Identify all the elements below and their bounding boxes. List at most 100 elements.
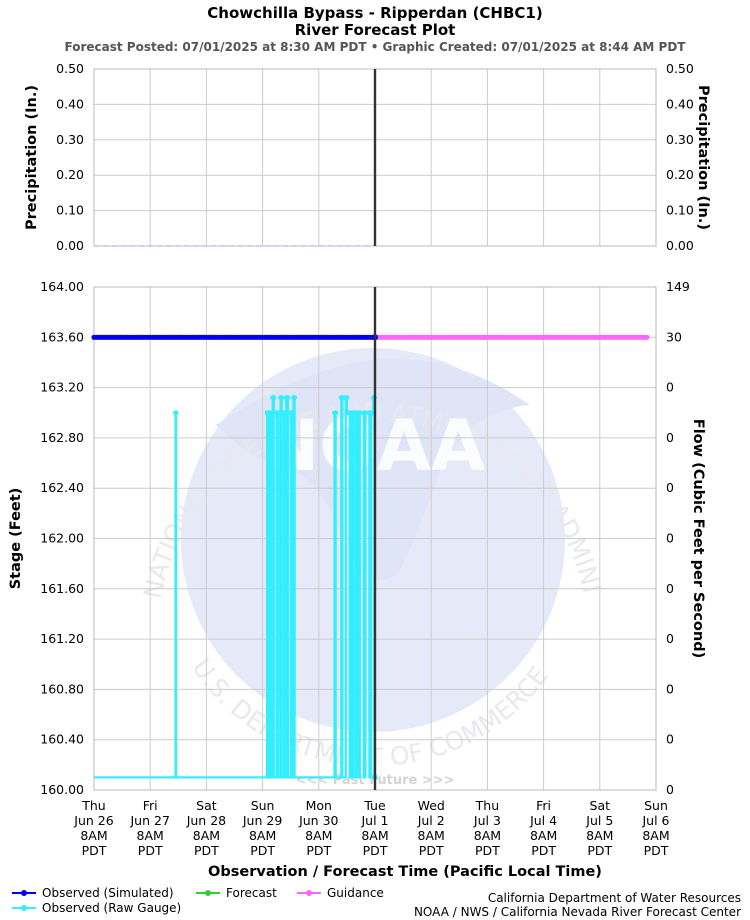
legend-label-observed-simulated: Observed (Simulated) (42, 886, 174, 900)
stage-ytick-left: 161.60 (40, 581, 84, 596)
precip-ytick-left: 0.00 (56, 238, 84, 253)
xtick-label-6: Wed (418, 798, 445, 813)
xtick-label-3: Sun (251, 798, 275, 813)
xtick-label-2: Sat (196, 798, 217, 813)
stage-ytick-left: 164.00 (40, 279, 84, 294)
precip-ytick-right: 0.50 (666, 61, 694, 76)
xtick-label-4: Mon (306, 798, 332, 813)
xtick-label-6: 8AM (418, 828, 445, 843)
legend-swatch-observed-raw-gauge (12, 903, 36, 913)
flow-ylabel-right: Flow (Cubic Feet per Second) (690, 419, 706, 658)
xtick-label-2: PDT (194, 843, 219, 858)
xtick-label-6: Jul 2 (417, 813, 445, 828)
flow-ytick-right: 0 (666, 480, 674, 495)
xtick-label-1: Fri (143, 798, 158, 813)
precip-ytick-left: 0.50 (56, 61, 84, 76)
x-axis-label: Observation / Forecast Time (Pacific Loc… (208, 864, 602, 880)
raw-gauge-point (340, 395, 345, 401)
xtick-label-8: PDT (531, 843, 556, 858)
raw-gauge-point (282, 410, 288, 416)
xtick-label-0: Thu (81, 798, 105, 813)
xtick-label-5: Jul 1 (360, 813, 388, 828)
legend-item-observed-raw-gauge: Observed (Raw Gauge) (12, 901, 181, 915)
precip-ytick-left: 0.30 (56, 132, 84, 147)
legend-item-observed-simulated: Observed (Simulated) (12, 886, 174, 900)
guidance-point (644, 334, 650, 340)
xtick-label-5: PDT (363, 843, 388, 858)
xtick-label-10: Jul 6 (641, 813, 669, 828)
flow-ytick-right: 149 (666, 279, 690, 294)
raw-gauge-point (279, 395, 285, 401)
xtick-label-9: PDT (587, 843, 612, 858)
credit-dwr: California Department of Water Resources (487, 891, 741, 905)
xtick-label-7: 8AM (474, 828, 501, 843)
xtick-label-4: 8AM (305, 828, 332, 843)
legend-swatch-observed-simulated (12, 888, 36, 898)
xtick-label-6: PDT (419, 843, 444, 858)
precip-ytick-right: 0.30 (666, 132, 694, 147)
flow-ytick-right: 0 (666, 531, 674, 546)
flow-ytick-right: 0 (666, 430, 674, 445)
xtick-label-7: PDT (475, 843, 500, 858)
stage-ytick-left: 162.40 (40, 480, 84, 495)
legend-swatch-forecast (196, 888, 220, 898)
chart-title: Chowchilla Bypass - Ripperdan (CHBC1) (207, 4, 543, 22)
xtick-label-3: Jun 29 (242, 813, 282, 828)
stage-ytick-left: 162.80 (40, 430, 84, 445)
chart-subtitle-river-forecast: River Forecast Plot (294, 21, 456, 39)
precip-ylabel-left: Precipitation (In.) (24, 85, 40, 230)
credit-noaa-cnrfc: NOAA / NWS / California Nevada River For… (413, 905, 741, 919)
xtick-label-7: Thu (475, 798, 499, 813)
raw-gauge-point (268, 410, 274, 416)
xtick-label-5: 8AM (361, 828, 388, 843)
xtick-label-8: Fri (536, 798, 551, 813)
xtick-label-4: PDT (306, 843, 331, 858)
xtick-label-10: PDT (644, 843, 669, 858)
precip-ytick-right: 0.00 (666, 238, 694, 253)
xtick-label-9: 8AM (586, 828, 613, 843)
legend-label-forecast: Forecast (226, 886, 277, 900)
flow-ytick-right: 0 (666, 681, 674, 696)
raw-gauge-point (363, 410, 368, 416)
xtick-label-0: 8AM (80, 828, 107, 843)
flow-ytick-right: 0 (666, 782, 674, 797)
raw-gauge-point (333, 410, 339, 416)
precip-ytick-left: 0.10 (56, 203, 84, 218)
raw-gauge-point (271, 395, 277, 401)
stage-ytick-left: 161.20 (40, 631, 84, 646)
precip-ytick-left: 0.40 (56, 96, 84, 111)
xtick-label-9: Jul 5 (585, 813, 613, 828)
xtick-label-2: 8AM (193, 828, 220, 843)
raw-gauge-point (344, 395, 350, 401)
stage-ytick-left: 160.80 (40, 681, 84, 696)
precip-ytick-right: 0.40 (666, 96, 694, 111)
stage-ytick-left: 160.00 (40, 782, 84, 797)
flow-ytick-right: 0 (666, 581, 674, 596)
xtick-label-0: Jun 26 (73, 813, 113, 828)
legend-label-observed-raw-gauge: Observed (Raw Gauge) (42, 901, 182, 915)
flow-ytick-right: 0 (666, 732, 674, 747)
legend-label-guidance: Guidance (327, 886, 384, 900)
raw-gauge-point (289, 410, 295, 416)
watermark-logo-text: NOAA (261, 405, 486, 487)
stage-ytick-left: 163.20 (40, 380, 84, 395)
xtick-label-1: PDT (138, 843, 163, 858)
raw-gauge-point (292, 395, 298, 401)
xtick-label-2: Jun 28 (186, 813, 226, 828)
xtick-label-1: Jun 27 (129, 813, 169, 828)
xtick-label-10: 8AM (642, 828, 669, 843)
xtick-label-9: Sat (590, 798, 611, 813)
legend-swatch-guidance (297, 888, 321, 898)
flow-ytick-right: 30 (666, 329, 682, 344)
flow-ytick-right: 0 (666, 631, 674, 646)
precip-ytick-left: 0.20 (56, 167, 84, 182)
stage-ytick-left: 160.40 (40, 732, 84, 747)
legend-item-forecast: Forecast (196, 886, 277, 900)
xtick-label-10: Sun (644, 798, 668, 813)
precip-ytick-right: 0.20 (666, 167, 694, 182)
stage-ytick-left: 162.00 (40, 531, 84, 546)
xtick-label-0: PDT (82, 843, 107, 858)
xtick-label-1: 8AM (137, 828, 164, 843)
